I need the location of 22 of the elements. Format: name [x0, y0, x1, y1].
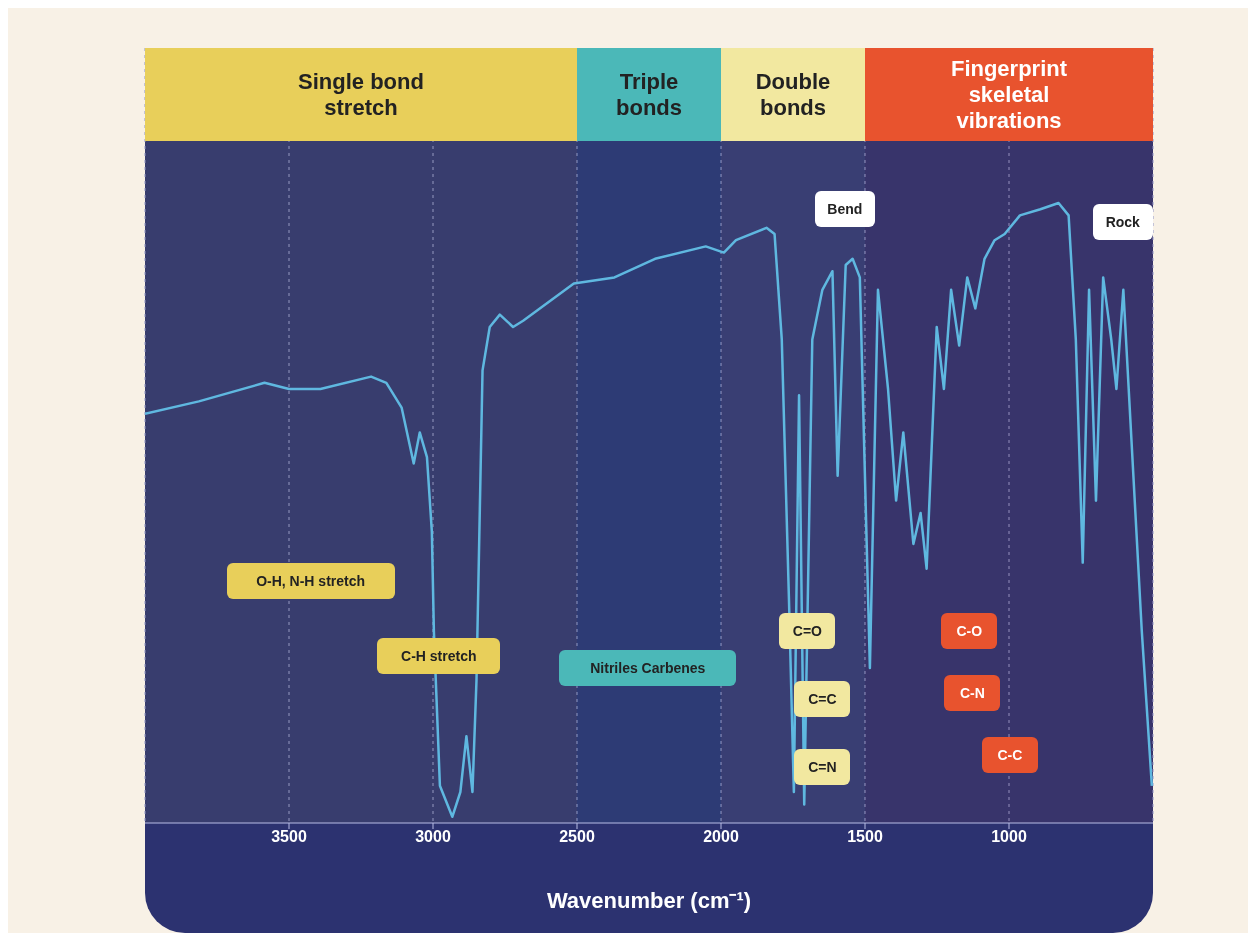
x-tick-label: 3500	[271, 828, 307, 846]
x-axis-title: Wavenumber (cm⁻¹)	[546, 888, 752, 913]
note-box: Rock	[1092, 203, 1153, 240]
x-tick-label: 1500	[847, 828, 883, 846]
x-tick-label: 3000	[415, 828, 451, 846]
note-box: C-O	[941, 612, 998, 649]
note-box: O-H, N-H stretch	[226, 563, 395, 600]
note-box: Nitriles Carbenes	[559, 650, 737, 686]
band-label: Triple bonds	[616, 68, 682, 120]
note-box: C-C	[981, 736, 1038, 773]
note-box: C-N	[944, 674, 1001, 711]
band-label: Double bonds	[755, 68, 831, 120]
note-box: C-H stretch	[377, 637, 501, 674]
x-tick-label: 2500	[559, 828, 595, 846]
note-box: Bend	[814, 191, 875, 228]
note-box: C=N	[794, 749, 851, 786]
band-label: Single bond stretch	[298, 68, 424, 120]
band-label: Fingerprint skeletal vibrations	[950, 55, 1068, 133]
x-tick-label: 1000	[991, 828, 1027, 846]
note-box: C=O	[779, 612, 836, 649]
x-tick-label: 2000	[703, 828, 739, 846]
note-box: C=C	[794, 681, 851, 717]
